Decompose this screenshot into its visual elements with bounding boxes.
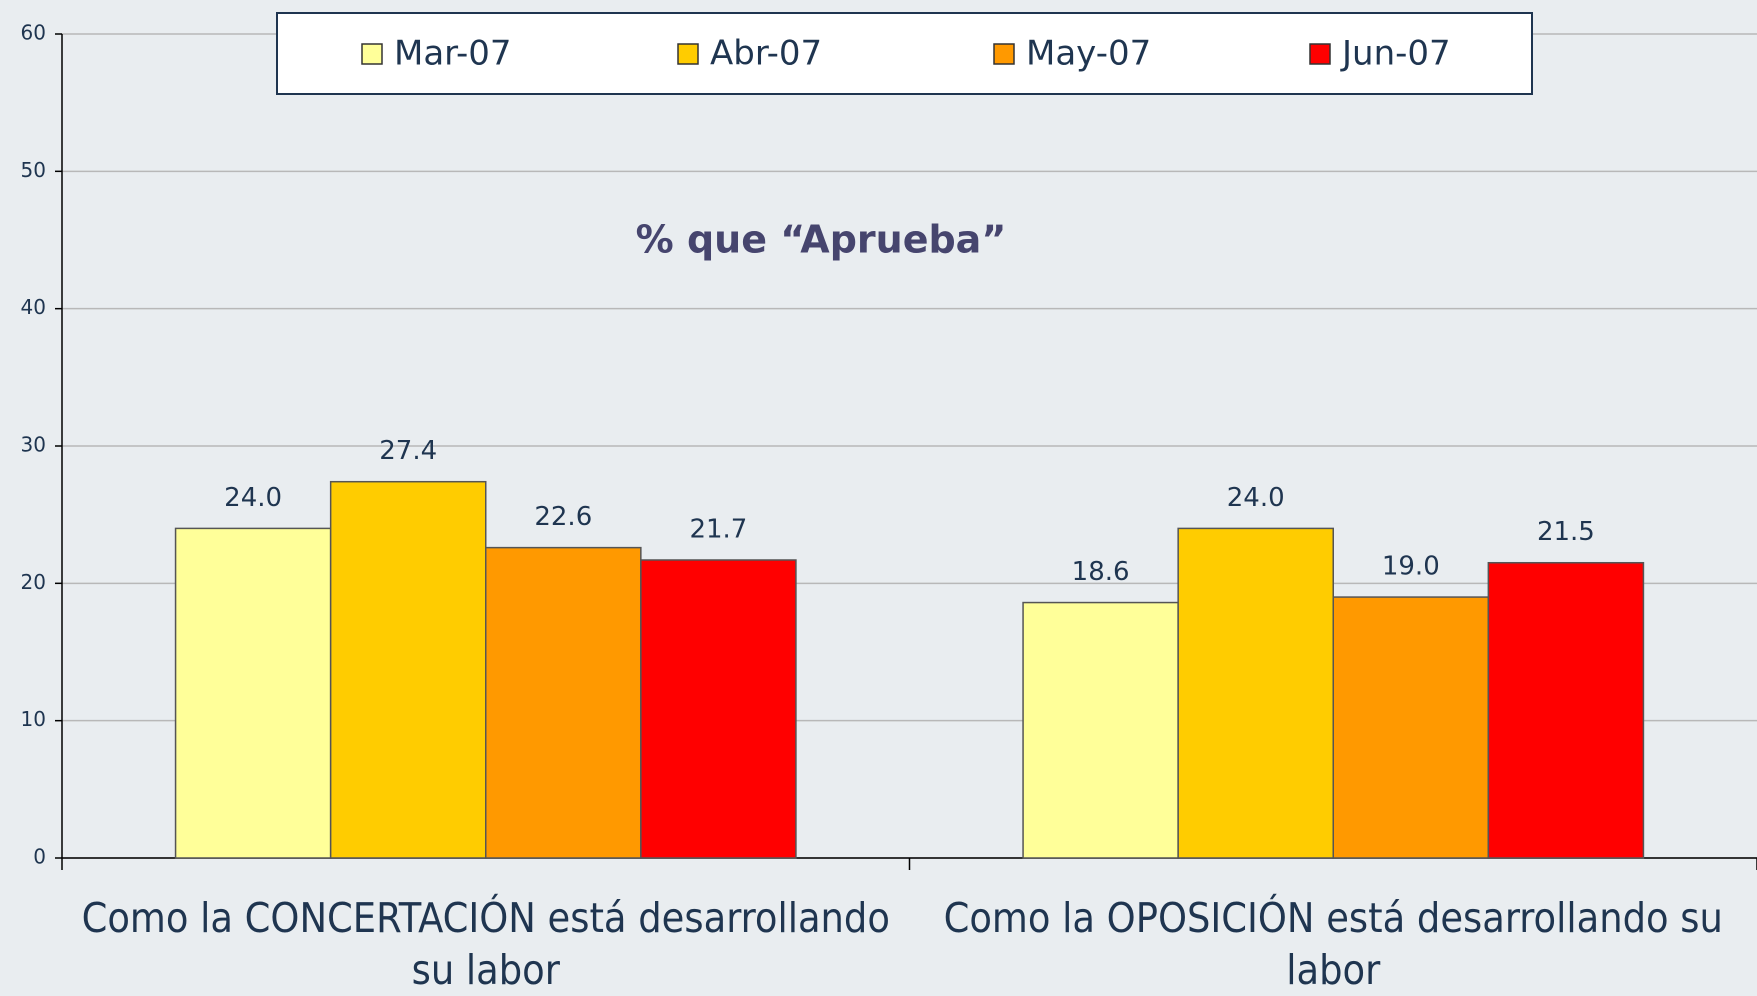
legend-swatch [993,43,1015,65]
y-tick-label: 20 [21,570,46,594]
data-label: 27.4 [379,436,437,466]
x-tick-label: Como la OPOSICIÓN está desarrollando su … [943,894,1723,994]
y-tick-label: 50 [21,158,46,182]
data-label: 22.6 [534,502,592,532]
legend-swatch [1309,43,1331,65]
y-tick-label: 40 [21,295,46,319]
chart-title: % que “Aprueba” [636,218,1007,262]
bar [1332,596,1490,859]
data-label: 19.0 [1382,552,1440,582]
legend-label: Mar-07 [394,34,512,74]
bar [1177,527,1334,859]
legend-swatch [677,43,699,65]
bar [1487,561,1645,859]
data-label: 21.5 [1537,517,1595,547]
y-tick-label: 10 [21,707,46,731]
y-tick-label: 60 [21,21,46,45]
x-tick-label: Como la CONCERTACIÓN está desarrollando … [81,894,890,994]
data-label: 24.0 [1227,483,1285,513]
legend-label: Jun-07 [1340,34,1451,74]
y-tick-label: 0 [33,845,46,869]
legend-swatch [361,43,383,65]
bar [640,559,797,859]
data-label: 18.6 [1072,557,1130,587]
data-label: 21.7 [689,514,747,544]
bar [329,480,487,859]
y-tick-label: 30 [21,433,46,457]
bar [1022,601,1179,859]
bar [174,527,332,859]
legend-label: Abr-07 [710,34,822,74]
legend-label: May-07 [1026,34,1151,74]
bar [485,546,642,859]
data-label: 24.0 [224,483,282,513]
